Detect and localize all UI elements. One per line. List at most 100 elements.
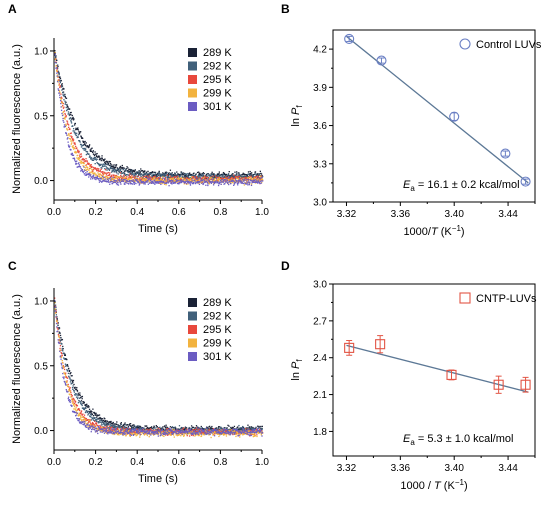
data-point <box>56 330 58 333</box>
data-point <box>234 430 236 432</box>
data-point <box>62 376 64 378</box>
data-point <box>83 162 85 165</box>
data-point <box>85 411 87 413</box>
data-point <box>192 180 195 182</box>
data-point <box>91 165 93 168</box>
data-point <box>183 177 185 179</box>
data-point <box>231 179 233 181</box>
data-point <box>72 381 74 384</box>
data-point <box>173 429 175 431</box>
data-point <box>128 170 130 173</box>
data-point <box>63 110 66 112</box>
data-point <box>156 429 158 431</box>
data-point <box>256 435 258 438</box>
data-point <box>109 165 111 167</box>
data-point <box>260 172 262 175</box>
data-point <box>230 178 233 180</box>
data-point <box>59 79 61 81</box>
data-point <box>163 431 165 433</box>
data-point <box>154 432 156 435</box>
data-point <box>91 169 93 171</box>
data-point <box>186 428 188 430</box>
data-point <box>258 177 260 179</box>
data-point <box>151 178 154 181</box>
data-point <box>194 429 196 431</box>
data-point <box>101 157 103 160</box>
data-point <box>84 149 87 151</box>
data-point <box>243 433 245 435</box>
data-point <box>95 422 97 424</box>
data-point <box>158 431 160 434</box>
data-point <box>154 172 156 174</box>
data-point <box>238 172 240 174</box>
data-point <box>241 426 243 429</box>
data-point <box>106 431 109 434</box>
data-point <box>232 178 234 180</box>
data-point <box>183 182 186 184</box>
data-point <box>182 179 184 181</box>
data-point <box>138 182 140 184</box>
data-point <box>131 431 133 433</box>
data-point <box>158 178 160 180</box>
data-point <box>55 306 57 308</box>
data-point <box>190 434 193 436</box>
data-point <box>149 428 152 430</box>
data-point <box>144 428 146 431</box>
data-point <box>67 137 69 139</box>
data-point <box>142 182 144 184</box>
data-point <box>225 430 227 432</box>
data-point <box>210 174 212 177</box>
data-point <box>250 180 253 182</box>
data-point <box>123 427 125 429</box>
data-point <box>82 137 84 140</box>
data-point <box>188 180 190 183</box>
data-point <box>63 366 65 368</box>
data-point <box>108 174 110 176</box>
data-point <box>89 167 92 170</box>
data-point <box>99 177 101 180</box>
data-point <box>136 180 138 182</box>
data-point <box>142 175 145 177</box>
data-point <box>58 332 60 335</box>
data-point <box>87 426 89 428</box>
data-point <box>76 151 78 153</box>
data-point <box>202 431 205 434</box>
data-point <box>102 177 104 180</box>
data-point <box>224 178 226 180</box>
data-point <box>131 183 134 185</box>
data-point <box>155 424 157 427</box>
data-point <box>76 390 79 392</box>
data-point <box>105 160 108 162</box>
data-point <box>221 181 224 183</box>
data-point <box>96 155 98 158</box>
data-point <box>61 367 63 370</box>
data-point <box>254 171 257 173</box>
data-point <box>222 433 224 435</box>
data-point <box>251 182 253 184</box>
data-point <box>56 69 58 71</box>
data-point <box>109 161 111 163</box>
data-point <box>112 168 115 170</box>
data-point <box>211 432 214 434</box>
data-point <box>77 165 80 168</box>
data-point <box>200 175 202 177</box>
data-point <box>251 176 253 179</box>
data-point <box>137 425 139 427</box>
data-point <box>210 436 212 439</box>
data-point <box>111 426 113 428</box>
legend-swatch <box>188 88 197 98</box>
data-point <box>124 422 126 424</box>
data-point <box>100 167 102 169</box>
data-point <box>59 332 61 334</box>
data-point <box>241 433 244 435</box>
data-point <box>255 427 257 429</box>
data-point <box>202 183 205 185</box>
data-point <box>107 176 109 179</box>
data-point <box>54 304 57 306</box>
data-point <box>169 175 171 178</box>
data-point <box>63 357 65 359</box>
data-point <box>57 81 59 83</box>
data-point <box>95 169 98 171</box>
data-point <box>257 177 259 179</box>
data-point <box>242 182 245 185</box>
